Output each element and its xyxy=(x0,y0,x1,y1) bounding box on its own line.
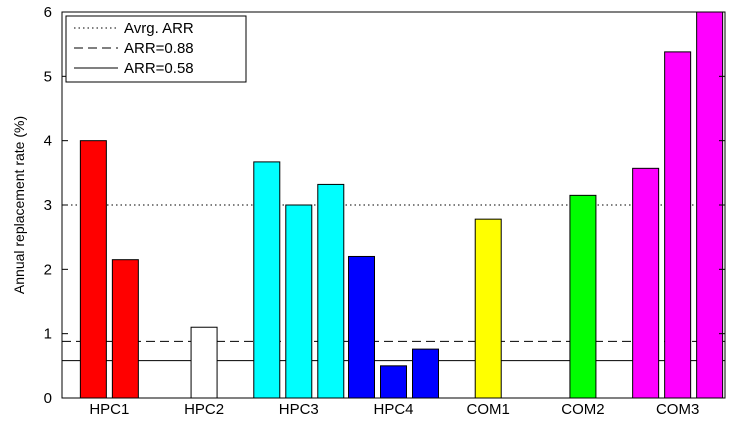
y-tick-label: 5 xyxy=(44,68,52,85)
y-tick-label: 3 xyxy=(44,197,52,214)
y-tick-label: 1 xyxy=(44,326,52,343)
x-tick-label: HPC2 xyxy=(184,401,224,418)
x-tick-label: COM1 xyxy=(467,401,510,418)
bar-hpc4-3 xyxy=(412,348,439,399)
legend: Avrg. ARR ARR=0.88 ARR=0.58 xyxy=(65,15,247,83)
bar-com2-1 xyxy=(569,194,597,399)
bar-hpc1-1 xyxy=(79,140,107,399)
legend-label-1: ARR=0.88 xyxy=(124,40,194,57)
axis-ticks: HPC1 HPC2 HPC3 HPC4 COM1 COM2 COM3 0 1 2 3 4 5 6 xyxy=(44,4,725,418)
bar-com3-1 xyxy=(632,167,660,399)
legend-label-2: ARR=0.58 xyxy=(124,60,194,77)
y-tick-label: 0 xyxy=(44,390,52,407)
legend-label-0: Avrg. ARR xyxy=(124,20,194,37)
x-tick-label: COM2 xyxy=(561,401,604,418)
y-axis-title-group: Annual replacement rate (%) xyxy=(11,116,27,294)
bar-hpc1-2 xyxy=(111,259,139,399)
bar-hpc3-3 xyxy=(317,183,345,399)
x-tick-label: HPC3 xyxy=(279,401,319,418)
y-axis-title: Annual replacement rate (%) xyxy=(11,116,27,294)
x-tick-label: HPC1 xyxy=(89,401,129,418)
bar-com3-3 xyxy=(696,11,724,399)
bar-com3-2 xyxy=(664,51,692,399)
bar-hpc2-1 xyxy=(190,326,218,399)
bar-hpc4-1 xyxy=(348,255,375,399)
reference-lines xyxy=(62,204,725,362)
bar-hpc3-1 xyxy=(253,161,281,399)
y-tick-label: 4 xyxy=(44,133,52,150)
bar-hpc3-2 xyxy=(285,204,313,399)
x-tick-label: HPC4 xyxy=(373,401,413,418)
legend-box xyxy=(65,15,247,83)
y-tick-label: 6 xyxy=(44,4,52,21)
y-tick-label: 2 xyxy=(44,261,52,278)
bar-com1-1 xyxy=(474,218,502,399)
bar-hpc4-2 xyxy=(380,365,407,399)
x-tick-label: COM3 xyxy=(656,401,699,418)
